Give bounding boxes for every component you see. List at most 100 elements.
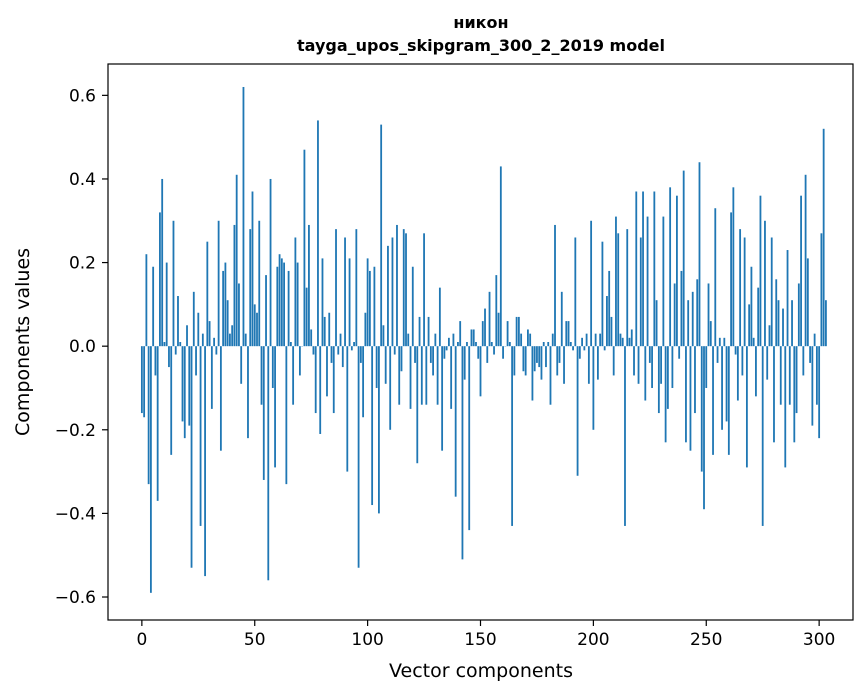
bar: [256, 313, 258, 346]
bar: [559, 346, 561, 363]
bar: [355, 229, 357, 346]
bar: [561, 292, 563, 346]
bar: [692, 292, 694, 346]
bar: [177, 296, 179, 346]
bar: [690, 346, 692, 451]
bar: [204, 346, 206, 576]
x-tick-label: 300: [803, 630, 835, 650]
x-tick-label: 0: [136, 630, 147, 650]
bar: [234, 225, 236, 346]
bar: [358, 346, 360, 568]
bar: [267, 346, 269, 580]
bar: [148, 346, 150, 484]
bar: [624, 346, 626, 526]
y-tick-label: −0.2: [55, 421, 96, 441]
bar: [304, 150, 306, 346]
y-tick-label: 0.0: [69, 337, 96, 357]
bar: [141, 346, 143, 413]
bar: [660, 346, 662, 384]
bar: [613, 346, 615, 375]
bar: [796, 346, 798, 413]
bar: [748, 304, 750, 346]
bar: [581, 338, 583, 346]
bar: [310, 329, 312, 346]
bar: [166, 263, 168, 347]
bar: [705, 346, 707, 388]
bar: [800, 196, 802, 347]
bar: [513, 346, 515, 375]
bar: [317, 120, 319, 346]
bar: [450, 346, 452, 409]
bar: [640, 237, 642, 346]
bar: [335, 229, 337, 346]
bar: [229, 334, 231, 347]
bar: [590, 221, 592, 346]
bar: [396, 225, 398, 346]
bar: [617, 233, 619, 346]
bar: [825, 300, 827, 346]
x-axis-label: Vector components: [389, 660, 573, 682]
bar: [471, 329, 473, 346]
bar: [809, 346, 811, 363]
bar: [193, 292, 195, 346]
bar: [708, 283, 710, 346]
bar: [556, 346, 558, 375]
bar: [572, 346, 574, 350]
bar: [665, 346, 667, 442]
bar: [367, 258, 369, 346]
bar: [274, 346, 276, 467]
bar: [482, 321, 484, 346]
bar: [276, 267, 278, 346]
bar: [818, 346, 820, 438]
bar: [595, 334, 597, 347]
bar: [604, 346, 606, 350]
bar: [324, 317, 326, 346]
bar: [403, 229, 405, 346]
bar: [414, 346, 416, 363]
bar: [602, 242, 604, 347]
bar: [568, 321, 570, 346]
bar: [209, 321, 211, 346]
bar: [511, 346, 513, 526]
bar: [771, 237, 773, 346]
bar: [344, 237, 346, 346]
bar: [430, 346, 432, 363]
bar: [168, 346, 170, 367]
bar: [529, 334, 531, 347]
bar: [811, 346, 813, 425]
bar: [685, 346, 687, 442]
bar: [744, 237, 746, 346]
bar: [597, 346, 599, 379]
bar: [371, 346, 373, 505]
bar: [385, 346, 387, 384]
bar: [434, 334, 436, 347]
bar: [516, 317, 518, 346]
bar: [694, 346, 696, 413]
bar: [647, 217, 649, 347]
bar: [200, 346, 202, 526]
bar: [787, 250, 789, 346]
bar: [662, 217, 664, 347]
bar: [150, 346, 152, 593]
bar: [520, 334, 522, 347]
bar: [486, 346, 488, 363]
bar: [741, 346, 743, 375]
bar: [340, 334, 342, 347]
bar: [552, 334, 554, 347]
bar: [696, 279, 698, 346]
bar: [249, 229, 251, 346]
bar: [764, 221, 766, 346]
bar: [633, 346, 635, 375]
bar: [378, 346, 380, 513]
bar: [620, 334, 622, 347]
bar: [392, 237, 394, 346]
bar: [398, 346, 400, 405]
bar: [565, 321, 567, 346]
bar: [726, 346, 728, 421]
bar: [360, 346, 362, 363]
bar: [285, 346, 287, 484]
bar: [145, 254, 147, 346]
bar: [579, 346, 581, 359]
bar: [608, 271, 610, 346]
x-tick-label: 250: [690, 630, 722, 650]
